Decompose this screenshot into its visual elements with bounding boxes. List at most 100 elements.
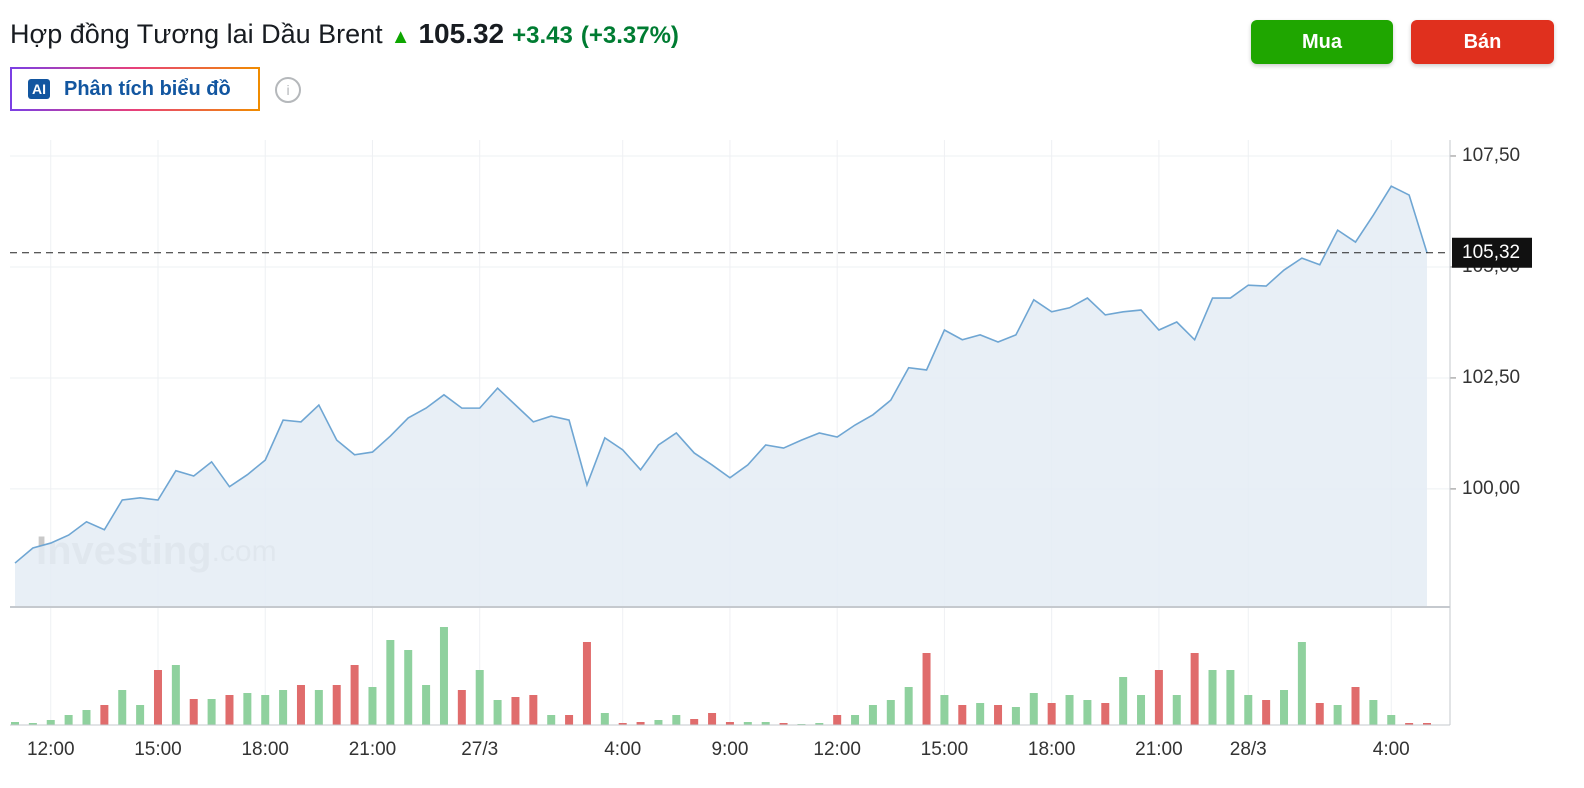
volume-bar	[708, 713, 717, 725]
volume-bar	[1137, 695, 1146, 725]
volume-bar	[1154, 670, 1163, 725]
volume-bar	[1011, 707, 1020, 725]
volume-bar	[1262, 700, 1271, 725]
volume-bar	[46, 720, 55, 725]
volume-bar	[118, 690, 127, 725]
volume-bar	[1369, 700, 1378, 725]
volume-bar	[851, 715, 860, 725]
volume-bar	[565, 715, 574, 725]
last-price-label: 105,32	[1462, 242, 1520, 263]
volume-bar	[314, 690, 323, 725]
volume-bar	[153, 670, 162, 725]
x-tick-label: 18:00	[241, 739, 289, 760]
volume-bar	[1280, 690, 1289, 725]
volume-bar	[1119, 677, 1128, 725]
volume-bar	[654, 720, 663, 725]
price-line	[14, 185, 1428, 564]
volume-bar	[886, 700, 895, 725]
volume-bar	[1226, 670, 1235, 725]
volume-bar	[994, 705, 1003, 725]
x-tick-label: 28/3	[1230, 739, 1267, 760]
volume-bar	[171, 665, 180, 725]
volume-bar	[940, 695, 949, 725]
volume-bar	[815, 723, 824, 725]
volume-bar	[904, 687, 913, 725]
volume-bar	[493, 700, 502, 725]
volume-bar	[100, 705, 109, 725]
volume-bar	[779, 723, 788, 725]
volume-bar	[1208, 670, 1217, 725]
ai-label: Phân tích biểu đồ	[64, 77, 231, 100]
change-percent: (+3.37%)	[580, 22, 679, 49]
volume-bar	[1047, 703, 1056, 725]
sell-button[interactable]: Bán	[1411, 20, 1554, 64]
volume-bar	[1423, 723, 1431, 725]
volume-bar	[136, 705, 145, 725]
volume-bar	[600, 713, 609, 725]
volume-bar	[457, 690, 466, 725]
volume-bar	[1172, 695, 1181, 725]
volume-bar	[1297, 642, 1306, 725]
volume-bar	[82, 710, 91, 725]
volume-bar	[547, 715, 556, 725]
volume-bar	[332, 685, 341, 725]
last-price-box	[1452, 237, 1532, 268]
volume-bar	[1083, 700, 1092, 725]
x-tick-label: 15:00	[921, 739, 969, 760]
volume-bar	[386, 640, 395, 725]
volume-bar	[475, 670, 484, 725]
volume-bar	[976, 703, 985, 725]
volume-bar	[28, 723, 37, 725]
volume-bar	[261, 695, 270, 725]
volume-bar	[1351, 687, 1360, 725]
volume-bar	[868, 705, 877, 725]
y-tick-label: 102,50	[1462, 367, 1520, 388]
change: +3.43	[512, 22, 573, 49]
volume-bar	[690, 719, 699, 725]
x-tick-label: 15:00	[134, 739, 182, 760]
volume-bar	[243, 693, 252, 725]
volume-bar	[64, 715, 73, 725]
volume-bar	[350, 665, 359, 725]
x-tick-label: 12:00	[813, 739, 861, 760]
volume-bar	[368, 687, 377, 725]
x-tick-label: 4:00	[1373, 739, 1410, 760]
volume-bar	[1405, 723, 1414, 725]
volume-bar	[922, 653, 931, 725]
header: Hợp đồng Tương lai Dầu Brent ▲ 105.32 +3…	[10, 18, 679, 50]
x-tick-label: 18:00	[1028, 739, 1076, 760]
x-tick-label: 27/3	[461, 739, 498, 760]
volume-bar	[743, 722, 752, 725]
x-tick-label: 9:00	[711, 739, 748, 760]
volume-bar	[207, 699, 216, 725]
volume-bar	[1101, 703, 1110, 725]
x-tick-label: 12:00	[27, 739, 75, 760]
volume-bar	[582, 642, 591, 725]
buy-button[interactable]: Mua	[1251, 20, 1393, 64]
volume-bar	[404, 650, 413, 725]
volume-bar	[833, 715, 842, 725]
x-tick-label: 21:00	[1135, 739, 1183, 760]
x-tick-label: 21:00	[349, 739, 397, 760]
volume-bar	[296, 685, 305, 725]
volume-bar	[636, 722, 645, 725]
volume-bar	[1333, 705, 1342, 725]
volume-bar	[511, 697, 520, 725]
volume-bar	[422, 685, 431, 725]
volume-bar	[1244, 695, 1253, 725]
volume-bar	[279, 690, 288, 725]
y-tick-label: 100,00	[1462, 478, 1520, 499]
volume-bar	[1029, 693, 1038, 725]
price: 105.32	[418, 18, 505, 49]
ai-analysis-button[interactable]: AI Phân tích biểu đồ	[10, 67, 260, 111]
x-tick-label: 4:00	[604, 739, 641, 760]
volume-bar	[1315, 703, 1324, 725]
volume-bar	[618, 723, 627, 725]
volume-bar	[1065, 695, 1074, 725]
volume-bar	[11, 722, 19, 725]
info-icon[interactable]: i	[275, 77, 301, 103]
ai-badge: AI	[28, 79, 50, 99]
volume-bar	[189, 699, 198, 725]
title: Hợp đồng Tương lai Dầu Brent	[10, 19, 383, 49]
